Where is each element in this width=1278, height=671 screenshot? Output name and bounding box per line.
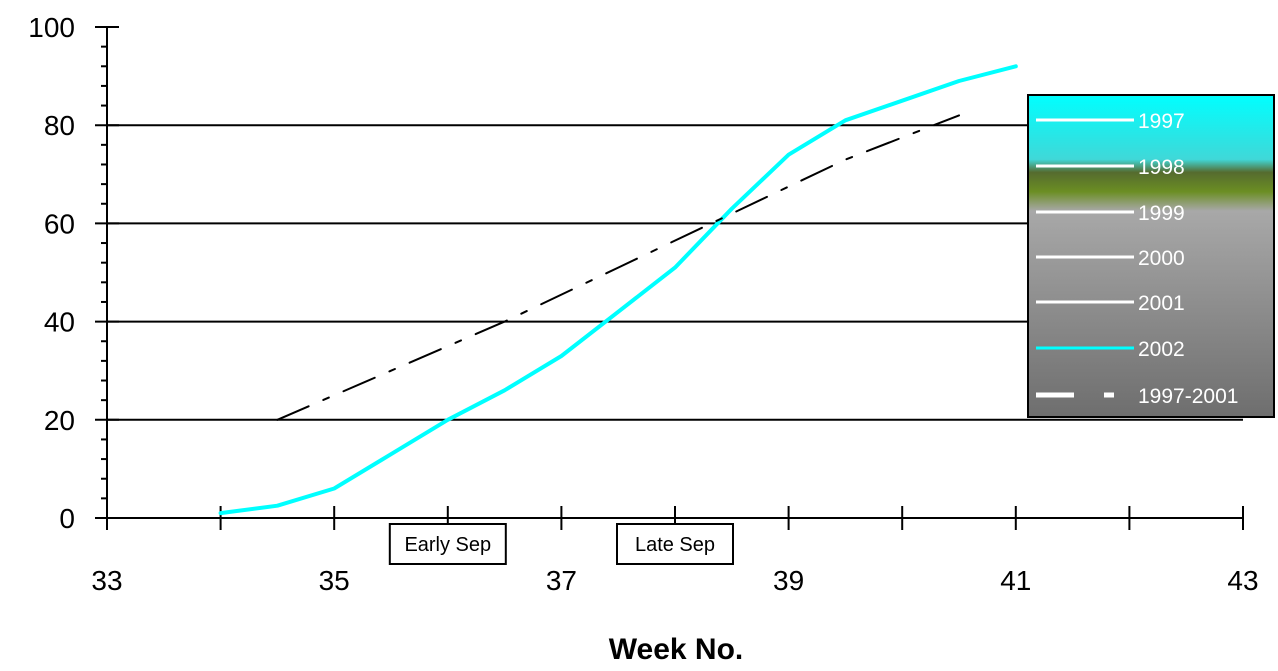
legend-entry-2002: 2002 (1036, 338, 1185, 361)
legend-label: 1997 (1138, 110, 1185, 133)
legend-label: 2001 (1138, 292, 1185, 315)
legend-label: 1998 (1138, 156, 1185, 179)
legend-label: 1997-2001 (1138, 385, 1238, 408)
annotations: Early Sep Late Sep (388, 523, 734, 565)
legend: 1997 1998 1999 2000 2001 2002 1997-2001 (1027, 94, 1275, 418)
y-tick-label: 0 (59, 503, 75, 534)
legend-label: 2000 (1138, 247, 1185, 270)
annotation-0: Early Sep (388, 523, 507, 565)
legend-entry-2001: 2001 (1036, 292, 1185, 315)
annotation-text: Late Sep (635, 534, 715, 556)
y-tick-label: 20 (44, 405, 75, 436)
x-tick-label: 35 (319, 565, 350, 596)
axes: 0 20 40 60 80 100 33 35 37 39 41 43 (28, 12, 1258, 596)
x-tick-label: 41 (1000, 565, 1031, 596)
x-tick-label: 33 (91, 565, 122, 596)
x-tick-label: 39 (773, 565, 804, 596)
x-tick-label: 43 (1227, 565, 1258, 596)
series-line-2002 (218, 64, 1018, 516)
legend-entry-1999: 1999 (1036, 202, 1185, 225)
y-tick-label: 40 (44, 307, 75, 338)
annotation-box (388, 523, 507, 565)
annotation-text: Early Sep (404, 534, 491, 556)
legend-entry-2000: 2000 (1036, 247, 1185, 270)
x-tick-label: 37 (546, 565, 577, 596)
annotation-1: Late Sep (616, 523, 734, 565)
x-axis-label: Week No. (609, 633, 744, 666)
legend-entry-1997: 1997 (1036, 110, 1185, 133)
series-layer (218, 64, 1018, 516)
legend-label: 1999 (1138, 202, 1185, 225)
legend-entry-1997-2001: 1997-2001 (1036, 385, 1238, 408)
series-line-1997-2001 (276, 114, 960, 421)
y-tick-label: 80 (44, 110, 75, 141)
y-tick-label: 60 (44, 208, 75, 239)
legend-label: 2002 (1138, 338, 1185, 361)
legend-entry-1998: 1998 (1036, 156, 1185, 179)
y-tick-label: 100 (28, 12, 75, 43)
annotation-box (616, 523, 734, 565)
